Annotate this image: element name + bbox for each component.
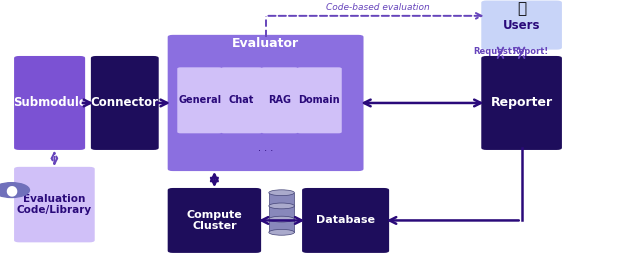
Ellipse shape <box>269 203 294 209</box>
FancyBboxPatch shape <box>91 56 159 150</box>
Text: Evaluator: Evaluator <box>232 37 299 50</box>
Ellipse shape <box>269 190 294 196</box>
FancyBboxPatch shape <box>168 188 261 253</box>
Bar <box>269 193 294 232</box>
Text: Connector: Connector <box>91 96 159 110</box>
Text: General: General <box>178 95 221 105</box>
Text: 👥: 👥 <box>517 1 526 16</box>
FancyBboxPatch shape <box>177 67 222 133</box>
Text: Domain: Domain <box>298 95 340 105</box>
FancyBboxPatch shape <box>168 35 364 171</box>
FancyBboxPatch shape <box>302 188 389 253</box>
FancyBboxPatch shape <box>221 67 262 133</box>
Text: Submodule: Submodule <box>13 96 86 110</box>
Text: Report!: Report! <box>512 47 548 56</box>
Text: Compute
Cluster: Compute Cluster <box>186 210 243 231</box>
FancyBboxPatch shape <box>261 67 298 133</box>
FancyBboxPatch shape <box>481 1 562 50</box>
FancyBboxPatch shape <box>297 67 342 133</box>
Text: . . .: . . . <box>258 143 273 153</box>
Ellipse shape <box>269 229 294 235</box>
FancyBboxPatch shape <box>481 56 562 150</box>
Text: Users: Users <box>503 18 540 32</box>
Text: Chat: Chat <box>229 95 254 105</box>
Text: Evaluation
Code/Library: Evaluation Code/Library <box>17 194 92 215</box>
Ellipse shape <box>269 216 294 222</box>
Text: RAG: RAG <box>268 95 291 105</box>
FancyBboxPatch shape <box>14 56 85 150</box>
Text: Request!: Request! <box>474 47 516 56</box>
Text: ●: ● <box>6 183 17 197</box>
Text: Database: Database <box>316 215 375 225</box>
FancyBboxPatch shape <box>14 167 95 242</box>
Circle shape <box>0 183 29 197</box>
Text: Code-based evaluation: Code-based evaluation <box>326 3 429 12</box>
Text: Reporter: Reporter <box>490 96 553 110</box>
